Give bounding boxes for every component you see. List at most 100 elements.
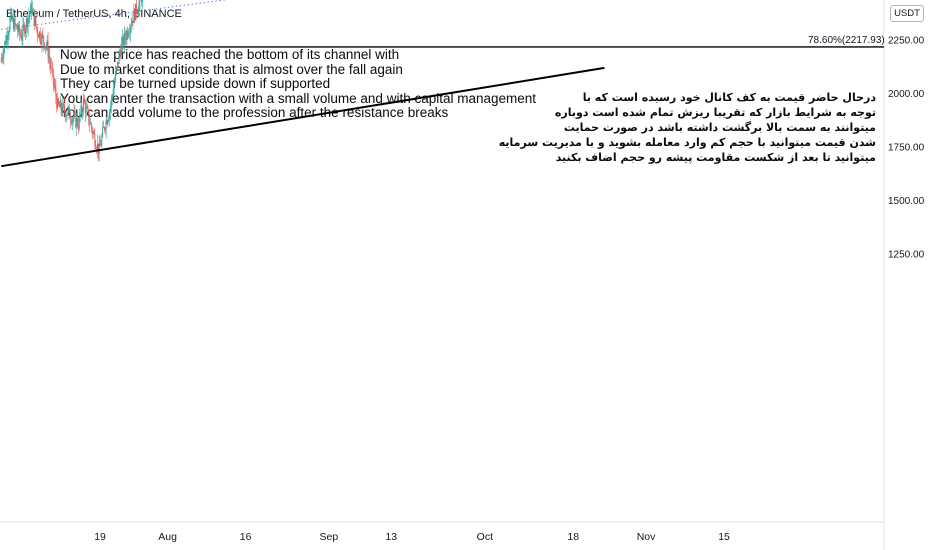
candle-body xyxy=(88,110,90,124)
candle-body xyxy=(52,69,54,83)
candle-body xyxy=(90,123,92,129)
candle-body xyxy=(35,17,37,26)
candle-body xyxy=(51,67,53,70)
candle-body xyxy=(71,121,72,124)
candle-body xyxy=(18,24,20,32)
candle-body xyxy=(78,115,80,129)
candle-body xyxy=(110,106,111,112)
candle-body xyxy=(45,46,47,47)
candle-body xyxy=(141,0,143,2)
candle-body xyxy=(83,98,85,112)
candle-body xyxy=(106,120,108,125)
candle-body xyxy=(122,36,124,44)
candle-body xyxy=(12,17,14,30)
candle-body xyxy=(30,4,32,14)
candle-body xyxy=(112,94,114,97)
currency-button[interactable]: USDT xyxy=(890,5,924,22)
candle-body xyxy=(22,24,24,37)
candle-body xyxy=(28,15,30,19)
candle-body xyxy=(42,34,44,37)
candle-body xyxy=(2,57,4,59)
candle-body xyxy=(29,13,31,16)
candle-body xyxy=(54,85,56,88)
candle-body xyxy=(136,3,137,14)
candle-body xyxy=(45,46,46,49)
y-tick-label: 1500.00 xyxy=(888,196,925,207)
candle-body xyxy=(97,143,99,154)
trend-line-channel-bottom xyxy=(1,66,605,168)
candle-body xyxy=(40,40,42,44)
candle-body xyxy=(49,56,51,63)
candle-body xyxy=(41,34,43,44)
candle-body xyxy=(5,41,7,45)
candle-body xyxy=(13,18,15,30)
candle-body xyxy=(103,127,105,130)
candle-body xyxy=(50,62,52,68)
candle-body xyxy=(133,9,135,23)
candle-body xyxy=(38,34,39,38)
candle-body xyxy=(129,26,131,33)
candle-body xyxy=(123,33,125,46)
candle-body xyxy=(65,115,67,118)
candle-body xyxy=(116,61,118,68)
candle-body xyxy=(107,120,109,125)
candle-body xyxy=(72,118,74,120)
candle-body xyxy=(139,0,141,3)
trend-line-channel-lower-mid xyxy=(1,0,228,30)
candle-body xyxy=(46,40,48,47)
x-tick-label: 13 xyxy=(385,531,397,543)
candle-body xyxy=(124,33,126,39)
candle-body xyxy=(110,98,112,107)
candle-body xyxy=(96,148,98,150)
candle-body xyxy=(53,82,55,86)
candle-body xyxy=(100,145,102,147)
candle-body xyxy=(132,20,134,23)
candle-body xyxy=(101,136,103,146)
candle-body xyxy=(99,143,101,146)
candle-body xyxy=(90,123,91,125)
candle-body xyxy=(121,43,123,56)
candle-body xyxy=(39,31,41,41)
candle-body xyxy=(109,111,111,119)
candle-body xyxy=(33,10,35,26)
candle-body xyxy=(61,110,63,114)
candle-body xyxy=(119,50,121,53)
candle-body xyxy=(77,125,79,129)
candle-body xyxy=(1,58,3,59)
y-tick-label: 1250.00 xyxy=(888,249,925,260)
candle-body xyxy=(25,18,27,29)
candle-body xyxy=(0,58,2,62)
candle-body xyxy=(34,17,36,26)
candle-body xyxy=(130,24,132,27)
candle-body xyxy=(48,56,50,58)
candle-body xyxy=(58,104,60,108)
candle-body xyxy=(4,41,6,49)
candle-body xyxy=(31,4,33,14)
candle-body xyxy=(135,3,137,21)
candle-body xyxy=(62,103,64,114)
candle-body xyxy=(37,29,39,35)
x-tick-label: 15 xyxy=(718,531,730,543)
candle-body xyxy=(105,120,107,130)
x-tick-label: 16 xyxy=(240,531,252,543)
candle-body xyxy=(59,101,61,108)
candle-body xyxy=(60,101,62,111)
candle-body xyxy=(64,105,65,112)
candle-body xyxy=(126,30,128,40)
candle-body xyxy=(82,111,84,113)
candle-body xyxy=(14,18,16,25)
candle-body xyxy=(15,24,17,26)
candle-body xyxy=(74,113,76,115)
annotation-persian: درحال حاضر قیمت به کف کانال خود رسیده اس… xyxy=(498,91,876,164)
candle-body xyxy=(47,40,49,58)
candle-body xyxy=(95,146,97,149)
candle-body xyxy=(70,118,72,122)
candle-body xyxy=(85,106,87,114)
candle-body xyxy=(3,48,5,58)
candle-body xyxy=(75,113,77,127)
candle-body xyxy=(80,105,82,116)
candle-body xyxy=(9,19,11,31)
candle-body xyxy=(79,115,81,116)
candle-body xyxy=(137,11,139,14)
candle-body xyxy=(117,61,119,65)
